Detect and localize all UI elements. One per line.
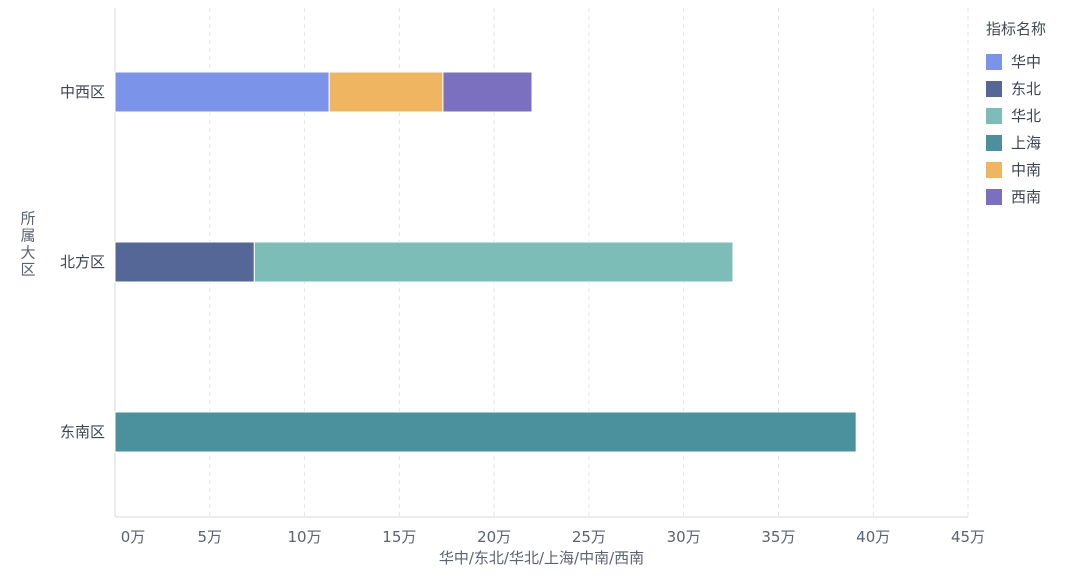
y-category-label: 中西区 <box>60 83 105 101</box>
legend-label: 华北 <box>1011 107 1042 125</box>
legend-swatch <box>986 53 1002 70</box>
legend-label: 东北 <box>1011 80 1042 98</box>
bar-segment <box>253 241 734 283</box>
x-tick-label: 40万 <box>856 528 890 546</box>
legend-items: 华中东北华北上海中南西南 <box>986 48 1076 210</box>
bar-segment <box>442 71 533 113</box>
legend-item[interactable]: 上海 <box>986 129 1076 156</box>
bar-segment <box>114 241 255 283</box>
x-tick-label: 0万 <box>121 528 146 546</box>
x-axis-title: 华中/东北/华北/上海/中南/西南 <box>439 549 644 567</box>
legend-label: 西南 <box>1011 188 1042 206</box>
bar-segment <box>328 71 444 113</box>
y-category-label: 北方区 <box>60 253 105 271</box>
x-tick-label: 25万 <box>572 528 606 546</box>
legend-swatch <box>986 134 1002 151</box>
legend-item[interactable]: 东北 <box>986 75 1076 102</box>
x-tick-label: 35万 <box>761 528 795 546</box>
x-tick-label: 30万 <box>667 528 701 546</box>
x-tick-label: 20万 <box>477 528 511 546</box>
legend-title: 指标名称 <box>986 20 1047 38</box>
legend-swatch <box>986 188 1002 205</box>
bar-segment <box>114 411 857 453</box>
legend-label: 中南 <box>1011 161 1042 179</box>
x-tick-label: 15万 <box>382 528 416 546</box>
legend-item[interactable]: 华北 <box>986 102 1076 129</box>
legend-label: 上海 <box>1011 134 1042 152</box>
legend-item[interactable]: 中南 <box>986 156 1076 183</box>
legend-swatch <box>986 107 1002 124</box>
bar-segment <box>114 71 330 113</box>
x-tick-label: 45万 <box>951 528 985 546</box>
x-tick-label: 10万 <box>288 528 322 546</box>
legend-item[interactable]: 华中 <box>986 48 1076 75</box>
legend-item[interactable]: 西南 <box>986 183 1076 210</box>
y-axis-title: 所属大区 <box>20 210 35 279</box>
legend-swatch <box>986 80 1002 97</box>
legend-swatch <box>986 161 1002 178</box>
x-tick-label: 5万 <box>198 528 223 546</box>
legend-label: 华中 <box>1011 53 1042 71</box>
legend: 指标名称 华中东北华北上海中南西南 <box>986 18 1076 210</box>
y-category-label: 东南区 <box>60 423 105 441</box>
